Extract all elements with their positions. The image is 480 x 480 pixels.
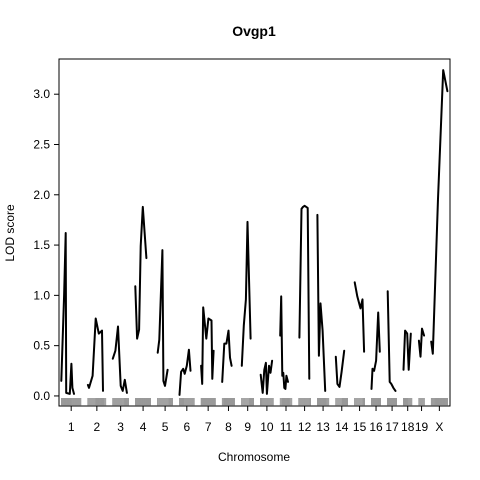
lod-line-chr-3 [111, 325, 128, 394]
x-tick-label: 17 [385, 420, 399, 434]
lod-line-chr-19 [417, 327, 426, 358]
x-tick-label: 7 [205, 420, 212, 434]
chart-title: Ovgp1 [232, 23, 276, 39]
y-axis: 0.0 0.5 1.0 1.5 2.0 2.5 3.0 [33, 87, 59, 403]
x-axis: 1 2 3 4 5 6 7 8 9 10 11 12 13 14 15 16 17 18 19 X [68, 406, 443, 434]
lod-line-chr-13 [316, 213, 327, 392]
x-tick-label: 6 [183, 420, 190, 434]
x-tick-label: X [435, 420, 443, 434]
x-tick-label: 11 [280, 420, 293, 434]
lod-line-chr-4 [134, 205, 148, 340]
x-tick-label: 1 [68, 420, 75, 434]
y-tick-label: 2.0 [33, 188, 50, 202]
x-tick-label: 2 [94, 420, 101, 434]
x-tick-label: 9 [244, 420, 251, 434]
x-tick-label: 8 [225, 420, 232, 434]
lod-line-chr-16 [370, 311, 381, 390]
y-tick-label: 0.5 [33, 339, 50, 353]
x-tick-label: 12 [298, 420, 312, 434]
lod-line-chr-14 [334, 349, 346, 388]
lod-line-chr-6 [178, 348, 192, 396]
lod-line-chr-2 [86, 317, 104, 392]
lod-line-chr-10 [259, 359, 274, 395]
x-tick-label: 3 [117, 420, 124, 434]
x-tick-label: 19 [415, 420, 429, 434]
y-tick-label: 3.0 [33, 87, 50, 101]
x-axis-title: Chromosome [218, 450, 290, 464]
lod-line-chr-7 [200, 306, 215, 385]
lod-line-chr-x [430, 69, 449, 355]
lod-line-chr-18 [402, 329, 412, 371]
plot-frame [58, 58, 451, 407]
x-tick-label: 4 [140, 420, 147, 434]
x-tick-label: 14 [335, 420, 349, 434]
x-tick-label: 5 [162, 420, 169, 434]
lod-line-chr-5 [156, 249, 169, 387]
lod-line-chr-15 [353, 281, 366, 353]
lod-line-chr-1 [60, 232, 75, 395]
lod-line-chr-8 [221, 329, 233, 383]
lod-line-chr-9 [240, 220, 252, 367]
lod-line-chr-11 [279, 295, 289, 390]
y-tick-label: 0.0 [33, 389, 50, 403]
x-tick-label: 10 [260, 420, 274, 434]
x-tick-label: 16 [369, 420, 383, 434]
x-tick-label: 18 [401, 420, 415, 434]
marker-rug [61, 398, 448, 406]
y-tick-label: 1.5 [33, 238, 50, 252]
x-tick-label: 13 [316, 420, 330, 434]
y-tick-label: 1.0 [33, 288, 50, 302]
lod-line-chr-17 [386, 290, 397, 392]
x-tick-label: 15 [353, 420, 367, 434]
y-tick-label: 2.5 [33, 137, 50, 151]
y-axis-title: LOD score [3, 204, 17, 262]
lod-series [60, 69, 449, 396]
lod-line-chr-12 [298, 204, 311, 380]
